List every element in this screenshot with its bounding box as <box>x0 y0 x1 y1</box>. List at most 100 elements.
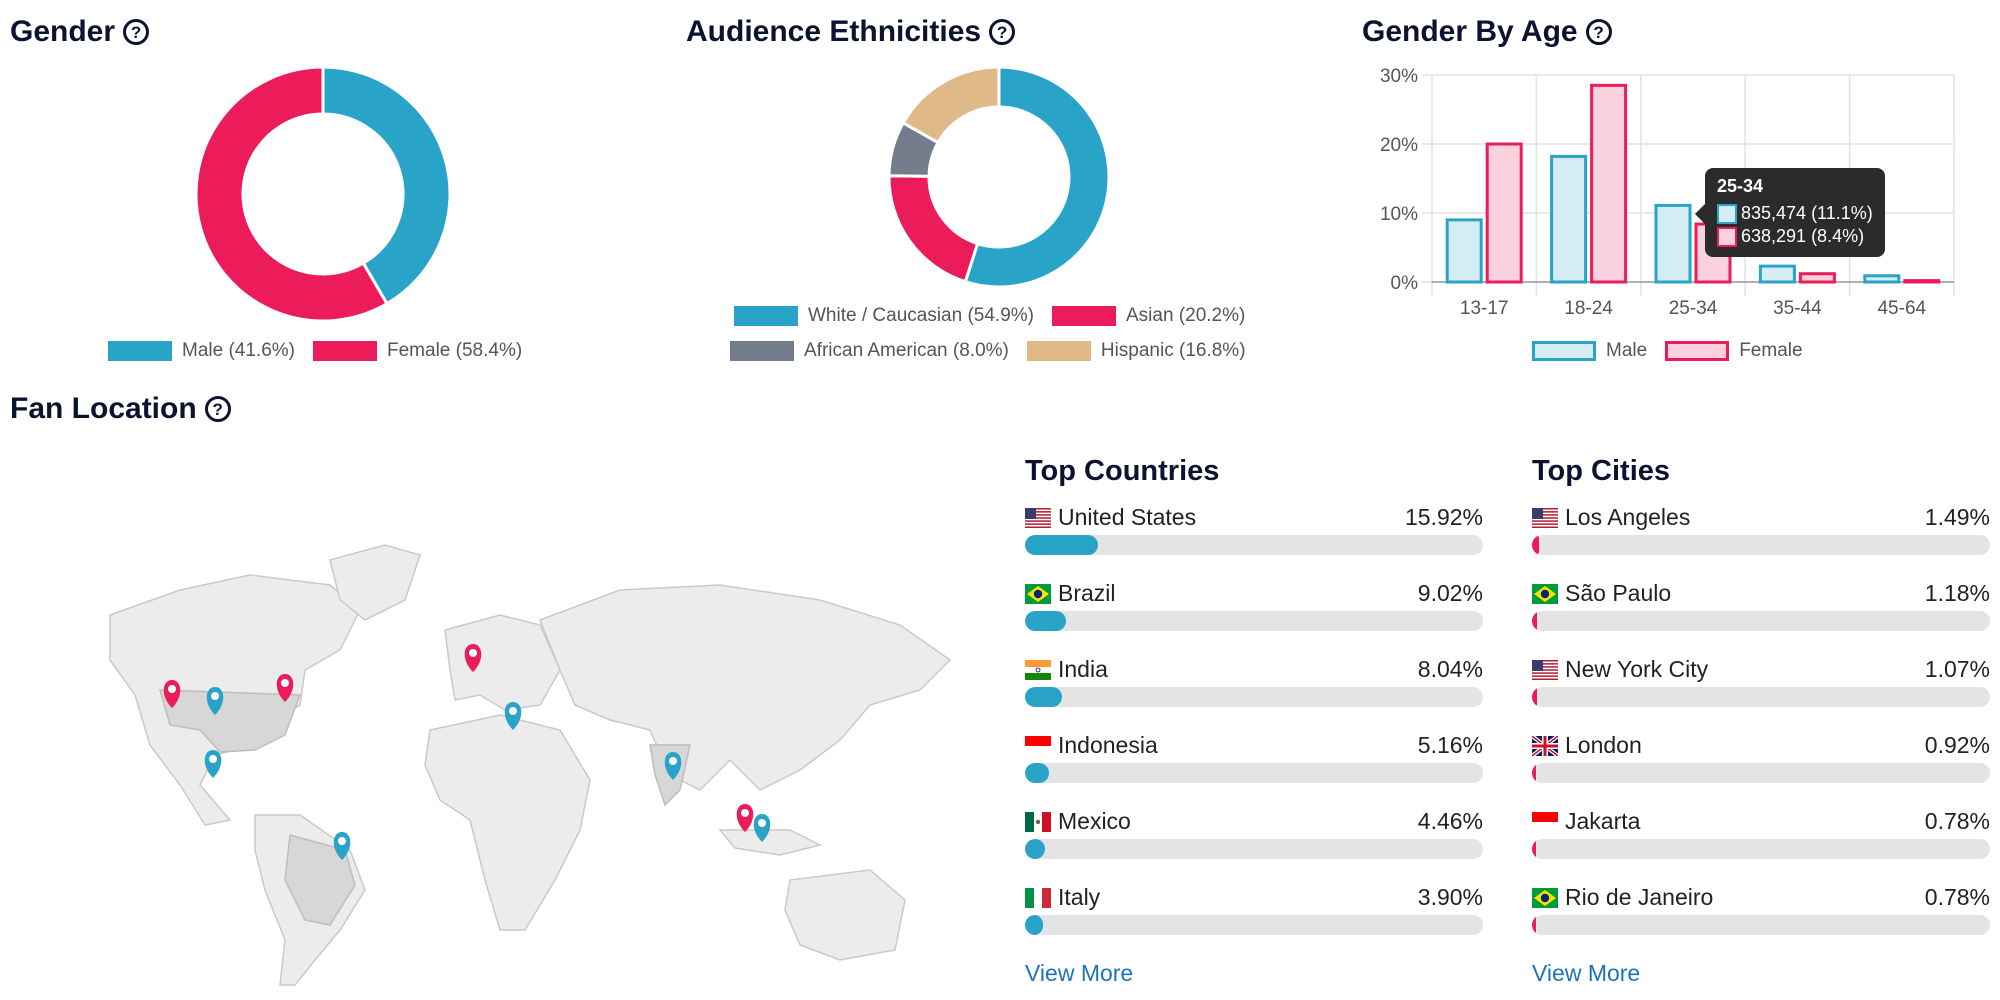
greenland-land <box>329 544 421 621</box>
rank-bar-fill <box>1532 611 1538 631</box>
slice-hispanic[interactable] <box>901 65 1001 145</box>
rank-percent: 3.90% <box>1417 884 1483 910</box>
map-pin-indonesia[interactable] <box>753 814 771 842</box>
rank-name: São Paulo <box>1565 580 1672 606</box>
bar-male-35-44[interactable] <box>1758 264 1796 284</box>
bar-female-35-44[interactable] <box>1798 272 1836 284</box>
legend-swatch-white <box>734 306 798 326</box>
rank-bar-track <box>1025 839 1483 859</box>
legend-swatch-male <box>1532 341 1596 361</box>
rank-percent: 8.04% <box>1417 656 1483 682</box>
africa-land <box>424 714 591 931</box>
rank-percent: 0.78% <box>1924 808 1990 834</box>
legend-item-white[interactable]: White / Caucasian (54.9%) <box>734 305 1034 327</box>
rank-row[interactable]: United States 15.92% <box>1025 504 1483 584</box>
x-tick-label: 13-17 <box>1460 298 1509 319</box>
map-pin-london[interactable] <box>464 644 482 672</box>
in-flag-icon <box>1025 660 1051 680</box>
map-pin-brazil[interactable] <box>333 832 351 860</box>
legend-swatch-female <box>313 341 377 361</box>
it-flag-icon <box>1025 888 1051 908</box>
map-pin-los-angeles[interactable] <box>163 680 181 708</box>
map-pin-united-states[interactable] <box>206 687 224 715</box>
br-flag-icon <box>1532 888 1558 908</box>
slice-white-caucasian[interactable] <box>963 65 1111 289</box>
map-pin-italy[interactable] <box>504 702 522 730</box>
tooltip-swatch-male <box>1717 203 1737 224</box>
rank-bar-fill <box>1532 687 1537 707</box>
bar-female-45-64[interactable] <box>1903 279 1941 284</box>
map-pin-india[interactable] <box>664 752 682 780</box>
id-flag-icon <box>1025 736 1051 756</box>
legend-item-asian[interactable]: Asian (20.2%) <box>1052 305 1245 327</box>
legend-item-hispanic[interactable]: Hispanic (16.8%) <box>1026 340 1246 362</box>
slice-female[interactable] <box>194 65 390 323</box>
rank-bar-fill <box>1025 687 1062 707</box>
x-tick-label: 25-34 <box>1669 298 1718 319</box>
rank-row[interactable]: Brazil 9.02% <box>1025 580 1483 660</box>
indonesia-land <box>718 829 823 856</box>
legend-swatch-african-american <box>730 341 794 361</box>
rank-percent: 1.07% <box>1924 656 1990 682</box>
legend-item-female[interactable]: Female (58.4%) <box>313 340 522 362</box>
rank-percent: 1.18% <box>1924 580 1990 606</box>
rank-name: Mexico <box>1058 808 1131 834</box>
x-tick-label: 35-44 <box>1773 298 1822 319</box>
top-cities-title: Top Cities <box>1532 455 1671 487</box>
tooltip-title: 25-34 <box>1717 176 1764 196</box>
br-flag-icon <box>1025 584 1051 604</box>
map-pin-new-york[interactable] <box>276 674 294 702</box>
countries-view-more-link[interactable]: View More <box>1025 960 1134 986</box>
bar-female-13-17[interactable] <box>1485 142 1523 284</box>
bar-male-13-17[interactable] <box>1445 218 1483 284</box>
bar-male-18-24[interactable] <box>1550 154 1588 284</box>
rank-row[interactable]: Los Angeles 1.49% <box>1532 504 1990 584</box>
rank-row[interactable]: Jakarta 0.78% <box>1532 808 1990 888</box>
map-landmass <box>109 544 952 986</box>
top-cities-list: Los Angeles 1.49% São Paulo 1.18% New York C… <box>1530 504 1990 964</box>
legend-item-african-american[interactable]: African American (8.0%) <box>730 340 1009 362</box>
ethnicities-title: Audience Ethnicities ? <box>686 15 1016 49</box>
rank-bar-fill <box>1025 915 1043 935</box>
gender-donut-chart <box>194 65 452 323</box>
rank-percent: 5.16% <box>1417 732 1483 758</box>
rank-row[interactable]: Mexico 4.46% <box>1025 808 1483 888</box>
bar-female-18-24[interactable] <box>1590 83 1628 284</box>
rank-row[interactable]: Rio de Janeiro 0.78% <box>1532 884 1990 964</box>
rank-name: Rio de Janeiro <box>1565 884 1714 910</box>
rank-percent: 4.46% <box>1417 808 1483 834</box>
rank-row[interactable]: Italy 3.90% <box>1025 884 1483 964</box>
bar-male-45-64[interactable] <box>1863 274 1901 284</box>
map-pin-jakarta[interactable] <box>736 804 754 832</box>
rank-name: Brazil <box>1058 580 1116 606</box>
rank-row[interactable]: India 8.04% <box>1025 656 1483 736</box>
world-map[interactable] <box>0 530 970 990</box>
legend-item-male[interactable]: Male (41.6%) <box>108 340 295 362</box>
us-flag-icon <box>1532 508 1558 528</box>
help-icon[interactable]: ? <box>123 19 150 45</box>
help-icon[interactable]: ? <box>204 396 231 422</box>
rank-row[interactable]: São Paulo 1.18% <box>1532 580 1990 660</box>
cities-view-more-link[interactable]: View More <box>1532 960 1641 986</box>
y-tick-label: 20% <box>1380 135 1418 156</box>
bar-male-25-34[interactable] <box>1654 203 1692 284</box>
slice-asian[interactable] <box>887 174 980 284</box>
map-pin-mexico[interactable] <box>204 750 222 778</box>
legend-item-female[interactable]: Female <box>1665 340 1803 362</box>
legend-swatch-asian <box>1052 306 1116 326</box>
help-icon[interactable]: ? <box>989 19 1016 45</box>
rank-row[interactable]: New York City 1.07% <box>1532 656 1990 736</box>
rank-percent: 1.49% <box>1924 504 1990 530</box>
slice-male[interactable] <box>321 65 452 306</box>
rank-row[interactable]: London 0.92% <box>1530 732 1990 812</box>
ethnicities-legend-row-1: White / Caucasian (54.9%) Asian (20.2%) <box>734 305 1263 327</box>
europe-land <box>444 614 561 711</box>
rank-bar-track <box>1532 535 1990 555</box>
legend-item-male[interactable]: Male <box>1532 340 1647 362</box>
help-icon[interactable]: ? <box>1585 19 1612 45</box>
rank-row[interactable]: Indonesia 5.16% <box>1025 732 1483 812</box>
mx-flag-icon <box>1025 812 1051 832</box>
rank-bar-track <box>1025 611 1483 631</box>
rank-percent: 0.78% <box>1924 884 1990 910</box>
asia-land <box>539 584 952 791</box>
